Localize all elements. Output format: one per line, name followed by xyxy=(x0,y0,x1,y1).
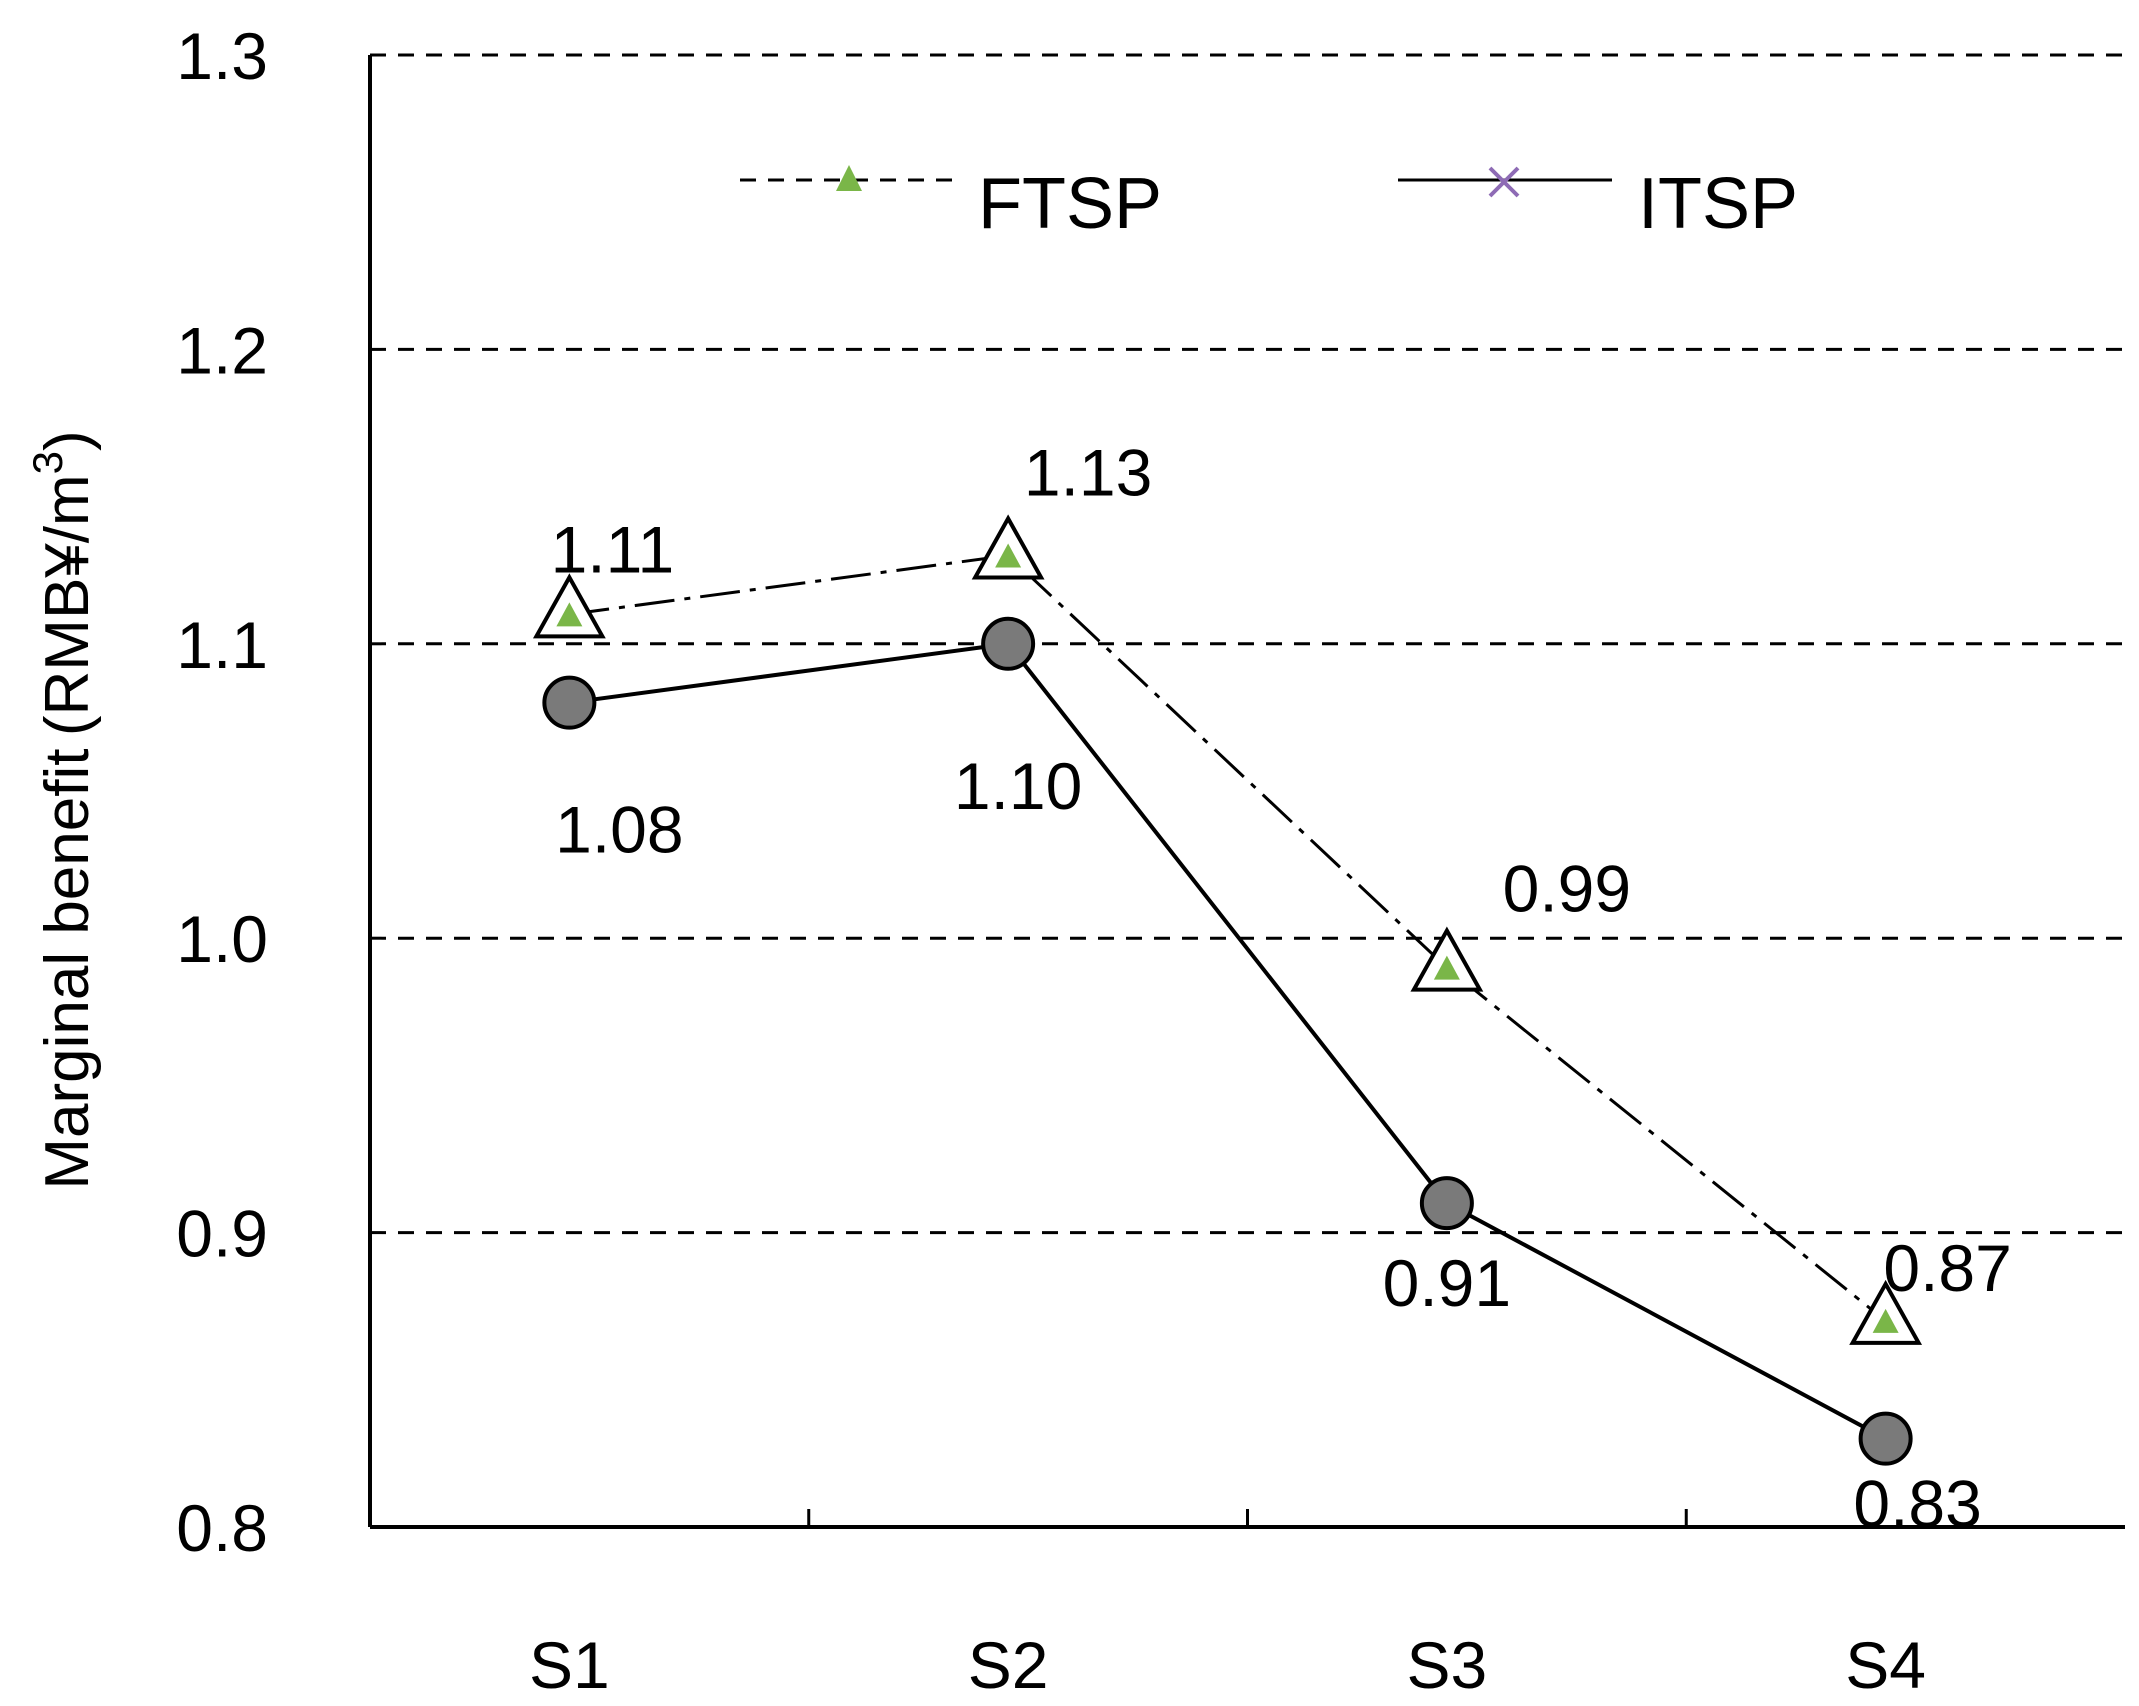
ftsp-marker-s4 xyxy=(1849,1279,1923,1345)
y-tick-label-2: 1.0 xyxy=(176,902,268,976)
gridlines xyxy=(370,53,2125,1235)
y-tick-label-4: 1.2 xyxy=(176,313,268,387)
series-markers xyxy=(532,514,1923,1466)
ftsp-data-label-s3: 0.99 xyxy=(1503,852,1631,926)
legend-label-ftsp: FTSP xyxy=(978,164,1162,244)
x-tick-labels: S1 S2 S3 S4 xyxy=(529,1509,1926,1702)
itsp-marker-s2 xyxy=(981,616,1036,671)
x-tick-label-s1: S1 xyxy=(529,1628,610,1702)
ftsp-marker-s2 xyxy=(971,514,1045,580)
ftsp-marker-s3 xyxy=(1410,926,1484,992)
ftsp-marker-s4-inner xyxy=(1872,1308,1899,1333)
ftsp-data-label-s4: 0.87 xyxy=(1883,1231,2011,1305)
legend-label-itsp: ITSP xyxy=(1638,164,1798,244)
y-tick-label-3: 1.1 xyxy=(176,608,268,682)
y-tick-labels: 0.8 0.9 1.0 1.1 1.2 1.3 xyxy=(176,19,268,1565)
y-axis-label-close: ) xyxy=(33,430,102,451)
y-tick-label-5: 1.3 xyxy=(176,19,268,93)
itsp-marker-s1 xyxy=(542,675,597,730)
legend-marker-itsp xyxy=(1488,166,1520,198)
x-tick-label-s4: S4 xyxy=(1845,1628,1926,1702)
itsp-marker-s4 xyxy=(1858,1411,1913,1466)
itsp-data-label-s1: 1.08 xyxy=(555,793,683,867)
legend-marker-ftsp xyxy=(836,165,862,191)
itsp-data-label-s4: 0.83 xyxy=(1853,1467,1981,1541)
y-tick-label-1: 0.9 xyxy=(176,1197,268,1271)
itsp-marker-s3 xyxy=(1419,1176,1474,1231)
series-line-ftsp xyxy=(569,553,1887,1323)
y-axis-label-superscript: 3 xyxy=(24,451,71,474)
legend: FTSP ITSP xyxy=(740,164,1798,244)
ftsp-marker-s2-inner xyxy=(995,543,1022,568)
series-line-itsp xyxy=(569,641,1887,1441)
data-labels: 1.11 1.13 0.99 0.87 1.08 1.10 0.91 0.83 xyxy=(551,435,2012,1540)
ftsp-marker-s3-inner xyxy=(1433,955,1460,980)
x-tick-label-s3: S3 xyxy=(1407,1628,1488,1702)
series-lines xyxy=(569,553,1887,1441)
x-tick-label-s2: S2 xyxy=(968,1628,1049,1702)
y-axis-label: Marginal benefit (RMB¥/m3) xyxy=(24,430,102,1189)
ftsp-marker-s1-inner xyxy=(556,602,583,627)
ftsp-data-label-s1: 1.11 xyxy=(551,512,675,586)
itsp-data-label-s2: 1.10 xyxy=(954,749,1082,823)
ftsp-marker-s1 xyxy=(532,573,606,639)
y-tick-label-0: 0.8 xyxy=(176,1491,268,1565)
ftsp-data-label-s2: 1.13 xyxy=(1024,435,1152,509)
axes xyxy=(368,55,2125,1529)
itsp-data-label-s3: 0.91 xyxy=(1383,1246,1511,1320)
